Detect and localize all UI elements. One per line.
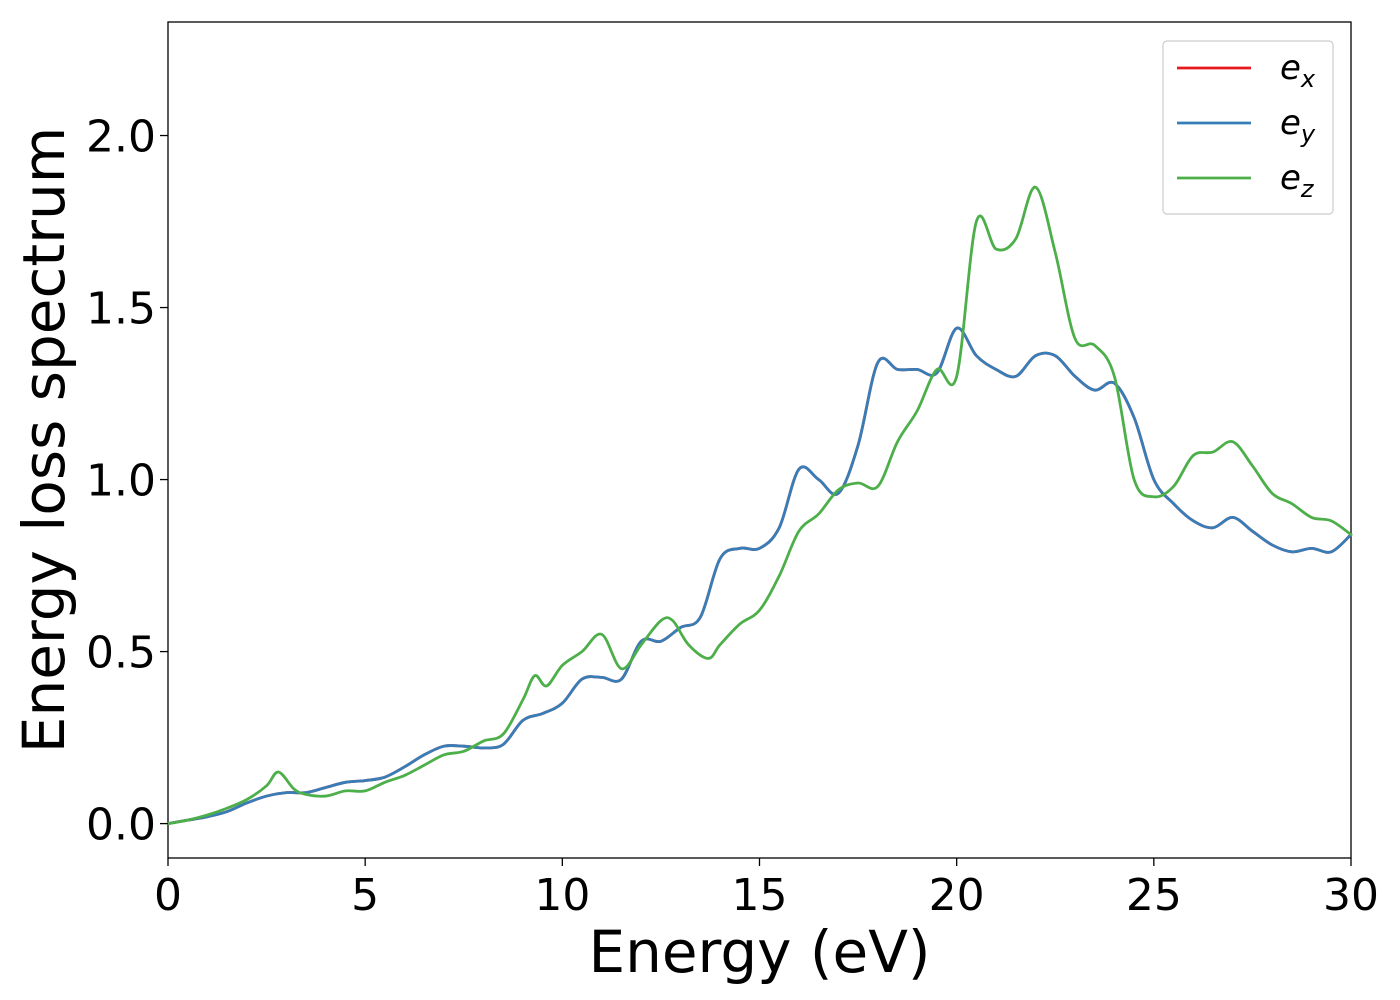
x-tick-label: 10 bbox=[534, 870, 590, 921]
y-tick-label: 0.5 bbox=[86, 628, 156, 679]
legend-item-z: ez bbox=[1177, 158, 1315, 203]
x-axis-ticks: 0 5 10 15 20 25 30 bbox=[154, 858, 1379, 921]
legend-items: ex ey ez bbox=[1177, 48, 1316, 203]
x-tick-label: 0 bbox=[154, 870, 182, 921]
y-axis-label: Energy loss spectrum bbox=[10, 127, 78, 753]
series-line-z bbox=[166, 185, 1353, 825]
legend-item-x: ex bbox=[1177, 48, 1316, 93]
legend-item-y: ey bbox=[1177, 103, 1316, 148]
y-axis-ticks: 0.0 0.5 1.0 1.5 2.0 bbox=[86, 112, 168, 851]
series-line-x bbox=[166, 326, 1353, 825]
x-tick-label: 15 bbox=[732, 870, 788, 921]
y-tick-label: 2.0 bbox=[86, 112, 156, 163]
x-tick-label: 25 bbox=[1126, 870, 1182, 921]
x-tick-label: 20 bbox=[929, 870, 985, 921]
legend-box bbox=[1162, 40, 1334, 215]
legend-label: ez bbox=[1280, 158, 1315, 203]
x-tick-label: 5 bbox=[351, 870, 379, 921]
legend-label: ey bbox=[1280, 103, 1316, 148]
series-layer bbox=[166, 185, 1353, 825]
series-line-y bbox=[166, 326, 1353, 825]
x-tick-label: 30 bbox=[1323, 870, 1379, 921]
y-tick-label: 1.0 bbox=[86, 456, 156, 507]
x-axis-label: Energy (eV) bbox=[588, 918, 930, 986]
y-tick-label: 0.0 bbox=[86, 800, 156, 851]
legend: ex ey ez bbox=[1162, 40, 1334, 215]
legend-label: ex bbox=[1280, 48, 1316, 93]
y-tick-label: 1.5 bbox=[86, 284, 156, 335]
